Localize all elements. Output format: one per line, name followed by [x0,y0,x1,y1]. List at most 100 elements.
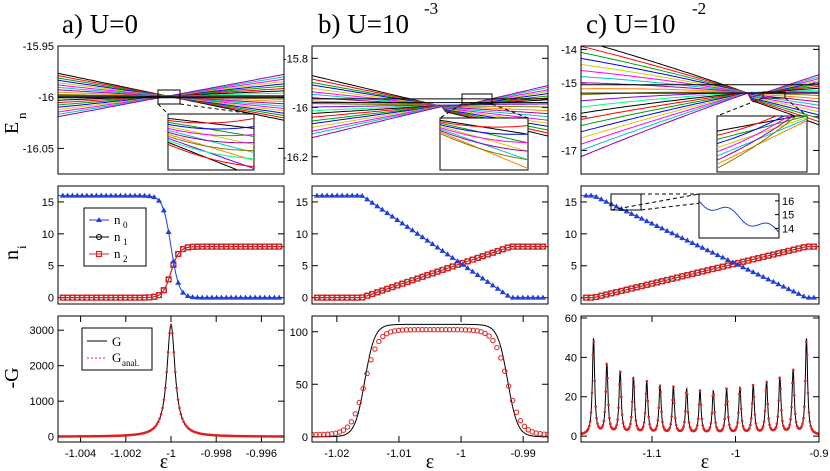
panel-frame [311,45,549,175]
marker-n0 [218,294,225,300]
anal-marker [630,415,633,419]
inset-line [440,133,528,161]
ylabel-top: E [1,122,23,134]
anal-marker [793,412,797,416]
anal-marker [804,340,808,344]
inset-line [440,121,528,128]
inset-line [168,135,254,151]
title-c: c) U=10 [586,9,675,39]
marker-n0 [790,288,797,294]
anal-marker [616,418,619,421]
marker-n0 [623,208,630,214]
anal-marker [632,385,636,389]
anal-marker [792,368,795,372]
marker-n0 [175,279,182,285]
inset-line [717,116,778,136]
anal-marker [735,425,738,429]
anal-marker [739,407,743,411]
marker-n0 [514,294,521,300]
anal-marker [766,402,770,406]
anal-marker [634,419,638,422]
legend-sub-n2: 2 [123,254,128,264]
anal-marker [600,425,604,429]
energy-level-line [581,70,819,109]
anal-marker [782,424,785,428]
marker-n0 [314,192,321,198]
ytick-label: -15 [561,78,577,90]
marker-n0 [266,294,273,300]
marker-n0 [674,232,681,238]
panel-frame [57,315,285,443]
anal-marker [164,386,167,390]
anal-marker [587,427,590,431]
anal-marker [761,425,765,428]
anal-marker [775,422,779,426]
anal-marker [340,427,347,433]
ytick-label: 0 [48,293,54,305]
marker-n0 [780,283,787,289]
inset-line [717,116,785,145]
panel-bg [312,316,548,442]
marker-n0 [189,294,196,300]
marker-n0 [247,294,254,300]
anal-marker [606,376,609,380]
marker-n0 [107,192,114,198]
marker-n0 [524,294,531,300]
anal-marker [594,405,597,408]
anal-marker [658,386,662,389]
anal-marker [608,416,611,420]
inset-line [717,120,807,165]
ytick-label: 0 [571,293,577,305]
anal-marker [176,398,180,401]
marker-n0 [659,225,666,231]
marker-n0 [232,294,239,300]
marker-n0 [93,192,100,198]
ytick-label: 1000 [30,396,54,408]
anal-marker [791,381,794,385]
marker-n0 [529,294,536,300]
marker-n0 [261,294,268,300]
panel-frame [311,315,549,443]
anal-marker [619,395,623,399]
xtick-label: -1 [166,448,176,460]
ytick-label: 0 [571,431,577,443]
marker-n0 [583,192,590,198]
anal-marker [727,423,731,426]
anal-marker [738,392,741,396]
anal-marker [494,344,500,351]
anal-marker [672,385,675,389]
anal-marker [162,398,166,401]
anal-marker [486,333,492,339]
anal-marker [722,424,726,427]
anal-marker [179,412,183,416]
marker-n0 [170,258,177,264]
anal-marker [741,424,745,428]
marker-n0 [479,275,486,281]
anal-marker [752,395,756,399]
xtick-label: -1.02 [324,448,349,460]
xtick-label: -0.99 [511,448,536,460]
anal-marker [789,418,792,421]
anal-marker [801,422,804,426]
ylabel-bottom: -G [1,367,23,388]
anal-marker [671,398,674,402]
anal-marker [168,331,171,335]
anal-marker [767,417,770,420]
marker-n0 [795,290,802,296]
anal-marker [621,421,625,425]
anal-marker [591,353,595,357]
panel-frame [57,45,285,175]
anal-marker [803,405,806,408]
anal-marker [688,425,692,429]
title-c-exponent: -2 [692,0,706,18]
marker-n0 [434,244,441,250]
anal-marker [762,420,766,423]
marker-n0 [103,192,110,198]
ytick-label: 3000 [30,325,54,337]
energy-level-line [581,74,819,158]
anal-marker [654,427,658,430]
marker-n0 [598,196,605,202]
marker-n0 [344,192,351,198]
anal-marker [726,400,729,403]
